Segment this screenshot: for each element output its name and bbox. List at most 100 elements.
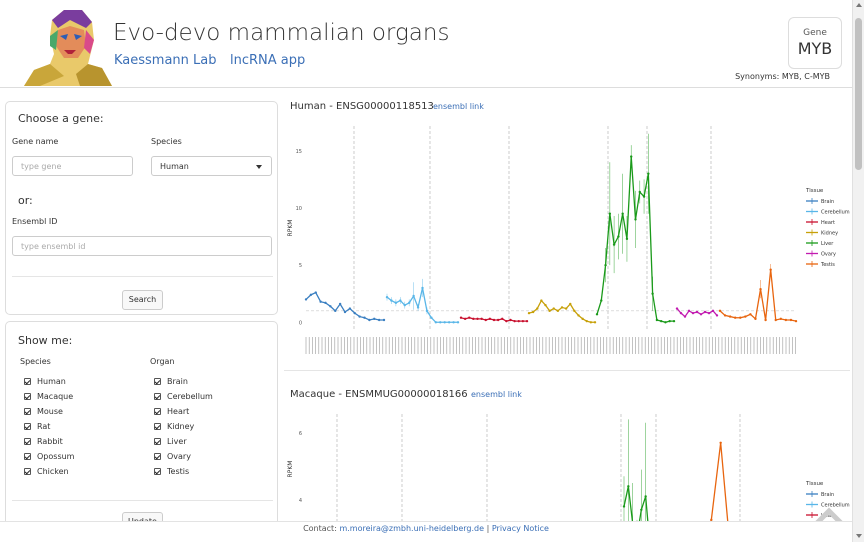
checkbox-box[interactable] [154,408,161,415]
checkbox-box[interactable] [154,423,161,430]
data-point [468,316,471,319]
data-point [622,505,626,508]
checkbox-box[interactable] [24,438,31,445]
data-point [600,299,603,302]
checkbox-box[interactable] [24,423,31,430]
species-select-value: Human [160,162,189,171]
macaque-ensembl-link[interactable]: ensembl link [471,390,522,399]
checkbox-label: Human [37,377,66,386]
lncrna-app-link[interactable]: lncRNA app [230,53,306,68]
gene-box: Gene MYB [788,17,842,69]
y-axis-label: RPKM [287,220,294,237]
legend-entry: Heart [821,513,835,519]
data-point [642,195,646,198]
data-point [348,307,352,310]
checkbox-label: Cerebellum [167,392,213,401]
checkbox-box[interactable] [24,468,31,475]
data-point [630,155,633,158]
checkbox-label: Mouse [37,407,63,416]
data-point [683,315,687,318]
chevron-up-icon [813,507,845,527]
data-point [421,286,424,290]
checkbox-heart[interactable]: Heart [154,407,189,416]
data-point [655,318,659,322]
checkbox-mouse[interactable]: Mouse [24,407,63,416]
logo [24,10,112,86]
data-point [334,309,337,313]
checkbox-macaque[interactable]: Macaque [24,392,73,401]
checkbox-liver[interactable]: Liver [154,437,187,446]
species-select[interactable]: Human [151,156,272,176]
header: Evo-devo mammalian organs Kaessmann Lab … [0,0,852,88]
data-point [604,263,607,267]
scroll-thumb[interactable] [855,18,862,170]
data-point [699,313,703,316]
gene-label: Gene [803,28,827,38]
checkbox-box[interactable] [154,378,161,385]
human-expression-chart: RPKM 0 5 10 15 Tissue Brain Cerebellum Heart Kidn… [287,126,850,354]
checkbox-human[interactable]: Human [24,377,66,386]
data-point [407,301,411,305]
contact-email-link[interactable]: m.moreira@zmbh.uni-heidelberg.de [339,524,485,533]
data-point [759,287,762,291]
checkbox-label: Chicken [37,467,69,476]
divider [12,276,273,277]
checkbox-opossum[interactable]: Opossum [24,452,74,461]
checkbox-box[interactable] [154,453,161,460]
synonyms: Synonyms: MYB, C-MYB [735,72,830,81]
checkbox-rat[interactable]: Rat [24,422,50,431]
checkbox-label: Liver [167,437,187,446]
data-point [744,315,747,318]
data-point [723,314,727,317]
checkbox-box[interactable] [154,468,161,475]
kaessmann-lab-link[interactable]: Kaessmann Lab [114,53,217,68]
scrollbar[interactable] [852,0,864,542]
y-tick-label: 10 [296,206,302,212]
y-tick-label: 6 [299,431,302,437]
data-point [703,310,707,314]
search-button[interactable]: Search [122,290,163,310]
data-point [569,302,572,306]
ensembl-id-input[interactable]: type ensembl id [12,236,272,256]
checkbox-brain[interactable]: Brain [154,377,188,386]
data-point [625,237,629,241]
y-tick-label: 0 [299,320,302,326]
data-point [710,518,713,522]
data-point [314,291,317,294]
data-point [536,307,539,310]
data-point [382,318,386,322]
checkbox-rabbit[interactable]: Rabbit [24,437,63,446]
checkbox-box[interactable] [24,408,31,415]
data-point [691,311,695,315]
checkbox-box[interactable] [24,393,31,400]
macaque-chart-title: Macaque - ENSMMUG00000018166 [290,389,468,400]
checkbox-cerebellum[interactable]: Cerebellum [154,392,213,401]
data-point [728,315,732,318]
scroll-down-icon[interactable] [856,534,862,538]
checkbox-box[interactable] [154,438,161,445]
checkbox-chicken[interactable]: Chicken [24,467,69,476]
checkbox-box[interactable] [24,453,31,460]
data-point [324,301,327,305]
data-point [739,316,742,319]
checkbox-kidney[interactable]: Kidney [154,422,194,431]
data-point [774,318,777,322]
macaque-expression-chart: RPKM 4 6 Tissue Brain Cerebellum Heart [287,414,850,522]
checkbox-testis[interactable]: Testis [154,467,189,476]
checkbox-label: Ovary [167,452,191,461]
data-point [707,311,711,315]
privacy-notice-link[interactable]: Privacy Notice [491,524,549,533]
human-ensembl-link[interactable]: ensembl link [433,102,484,111]
checkbox-box[interactable] [24,378,31,385]
data-point [734,316,737,319]
data-point [496,318,500,322]
checkbox-box[interactable] [154,393,161,400]
scroll-up-icon[interactable] [856,3,862,7]
data-point [664,321,667,324]
legend-entry: Kidney [821,231,838,237]
gene-name-input[interactable]: type gene [12,156,133,176]
data-point [784,318,788,322]
data-point [556,309,560,313]
legend-entry: Brain [821,492,834,498]
checkbox-ovary[interactable]: Ovary [154,452,191,461]
